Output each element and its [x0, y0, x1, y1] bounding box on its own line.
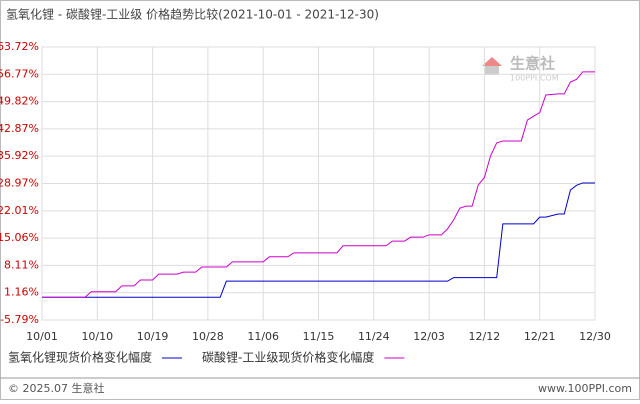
x-tick-label: 12/21 — [524, 330, 556, 343]
x-tick-label: 10/19 — [137, 330, 169, 343]
y-tick-label: 63.72% — [0, 40, 39, 53]
y-tick-label: 15.06% — [0, 231, 39, 244]
watermark: 生意社 100PPI.COM — [482, 55, 559, 83]
y-tick-label: 49.82% — [0, 95, 39, 108]
x-tick-label: 12/12 — [469, 330, 501, 343]
x-tick-label: 11/24 — [358, 330, 390, 343]
footer-left: © 2025.07 生意社 — [8, 381, 104, 395]
x-tick-label: 11/06 — [247, 330, 279, 343]
y-tick-label: 56.77% — [0, 67, 39, 80]
series-line — [42, 71, 595, 298]
y-tick-label: 1.16% — [4, 286, 39, 299]
watermark-sub: 100PPI.COM — [510, 74, 559, 83]
y-tick-label: 8.11% — [4, 258, 39, 271]
y-tick-label: -5.79% — [0, 313, 39, 326]
x-tick-label: 11/15 — [303, 330, 335, 343]
legend-label: 碳酸锂-工业级现货价格变化幅度 — [202, 350, 374, 365]
watermark-text: 生意社 — [510, 55, 555, 73]
watermark-icon — [485, 66, 499, 75]
watermark-icon — [482, 57, 502, 66]
series-line — [42, 182, 595, 298]
x-tick-label: 10/10 — [81, 330, 113, 343]
y-tick-label: 28.97% — [0, 176, 39, 189]
chart-title: 氢氧化锂 - 碳酸锂-工业级 价格趋势比较(2021-10-01 - 2021-… — [6, 7, 379, 22]
y-tick-label: 42.87% — [0, 122, 39, 135]
x-tick-label: 12/03 — [413, 330, 445, 343]
footer-right: www.100PPI.com — [538, 382, 632, 395]
legend-label: 氢氧化锂现货价格变化幅度 — [8, 350, 152, 365]
x-tick-label: 12/30 — [579, 330, 611, 343]
x-tick-label: 10/28 — [192, 330, 224, 343]
x-tick-label: 10/01 — [26, 330, 58, 343]
y-tick-label: 35.92% — [0, 149, 39, 162]
y-tick-label: 22.01% — [0, 204, 39, 217]
